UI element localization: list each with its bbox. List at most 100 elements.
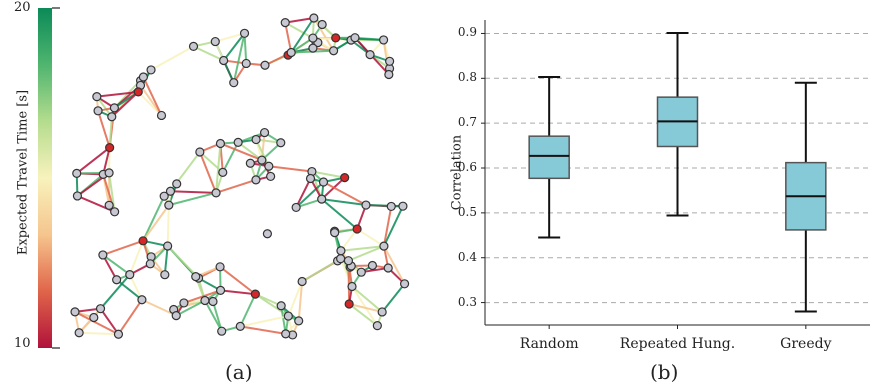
network-edge [163, 245, 169, 275]
network-edge [348, 303, 383, 313]
network-edge [170, 190, 217, 194]
network-node [233, 137, 243, 148]
network-edge [243, 33, 248, 64]
network-nodes [70, 13, 410, 340]
y-axis-ticks [481, 32, 485, 304]
network-edge [356, 228, 385, 247]
network-node [179, 298, 189, 308]
network-edge [237, 141, 263, 161]
network-edge [102, 239, 144, 256]
network-node [89, 312, 99, 323]
network-edge [99, 308, 120, 335]
network-node [72, 191, 83, 201]
network-node [251, 175, 261, 185]
network-node [241, 58, 251, 69]
network-edge [348, 303, 378, 327]
boxplot-chart [481, 20, 870, 329]
network-node [210, 36, 220, 47]
network-node-highlighted [331, 33, 341, 43]
box-greedy [785, 81, 827, 313]
network-node [211, 188, 221, 198]
network-node [330, 228, 340, 238]
network-node [383, 263, 393, 273]
network-node [317, 194, 327, 204]
network-node [276, 301, 286, 311]
network-node [281, 329, 291, 339]
network-edge [141, 298, 177, 317]
network-node [276, 138, 286, 148]
y-tick-label: 0.8 [457, 70, 477, 85]
network-edge [96, 90, 139, 98]
network-node [356, 267, 366, 277]
network-node [266, 171, 276, 182]
network-node [280, 18, 290, 28]
network-edge [381, 283, 406, 313]
network-edge [287, 281, 304, 317]
colorbar-max-label: 20 [14, 0, 31, 15]
y-tick-label: 0.7 [457, 115, 477, 130]
network-node [92, 92, 102, 102]
network-edge [212, 301, 223, 332]
network-edge [340, 245, 385, 252]
network-edge [220, 289, 256, 296]
network-edge [351, 285, 379, 327]
network-edge [382, 206, 393, 247]
network-node-highlighted [344, 299, 354, 309]
network-node [328, 46, 339, 56]
network-edge [321, 198, 367, 207]
network-edge [215, 143, 222, 193]
network-node [146, 65, 156, 75]
network-edge [193, 45, 225, 62]
network-edge [240, 315, 289, 328]
network-edge [222, 32, 246, 62]
network-node-highlighted [352, 224, 362, 234]
network-edge [128, 274, 143, 301]
road-network-graph [70, 13, 410, 340]
network-edge [117, 299, 143, 335]
network-node [336, 246, 346, 256]
network-edge [97, 110, 111, 148]
network-node-highlighted [340, 173, 350, 183]
network-node-highlighted [133, 87, 143, 97]
network-node [104, 200, 114, 210]
network-edge [297, 281, 304, 321]
network-edge [290, 17, 315, 54]
y-tick-label: 0.9 [457, 25, 477, 40]
network-node [138, 72, 148, 82]
colorbar-gradient [38, 8, 52, 348]
network-edge [255, 139, 270, 167]
network-edge [108, 116, 113, 148]
network-edge [166, 205, 170, 246]
network-node [361, 200, 371, 210]
network-edge [150, 45, 195, 71]
network-edge [321, 198, 358, 230]
network-node [156, 110, 167, 121]
network-edge [183, 289, 221, 304]
y-tick-label: 0.6 [457, 160, 477, 174]
network-edge [79, 331, 119, 336]
network-node [386, 201, 396, 212]
network-node [104, 168, 114, 178]
network-edge [365, 204, 403, 208]
box-iqr [528, 135, 570, 180]
network-node [72, 168, 82, 178]
network-node [219, 55, 229, 66]
network-node [379, 35, 389, 45]
network-node [215, 262, 225, 272]
network-node [318, 177, 329, 187]
network-edge [220, 142, 263, 162]
network-node [125, 269, 135, 280]
network-edge [221, 141, 240, 173]
network-edge [142, 76, 163, 116]
network-node [160, 270, 170, 280]
network-edge [313, 17, 335, 52]
network-edge [284, 21, 314, 39]
network-edge [295, 181, 325, 209]
network-edge [295, 178, 312, 208]
network-node [264, 161, 274, 171]
network-edge [351, 285, 383, 313]
network-node [165, 186, 176, 196]
network-edge [240, 325, 286, 335]
colorbar-min-label: 10 [14, 336, 31, 351]
network-node [195, 147, 205, 157]
